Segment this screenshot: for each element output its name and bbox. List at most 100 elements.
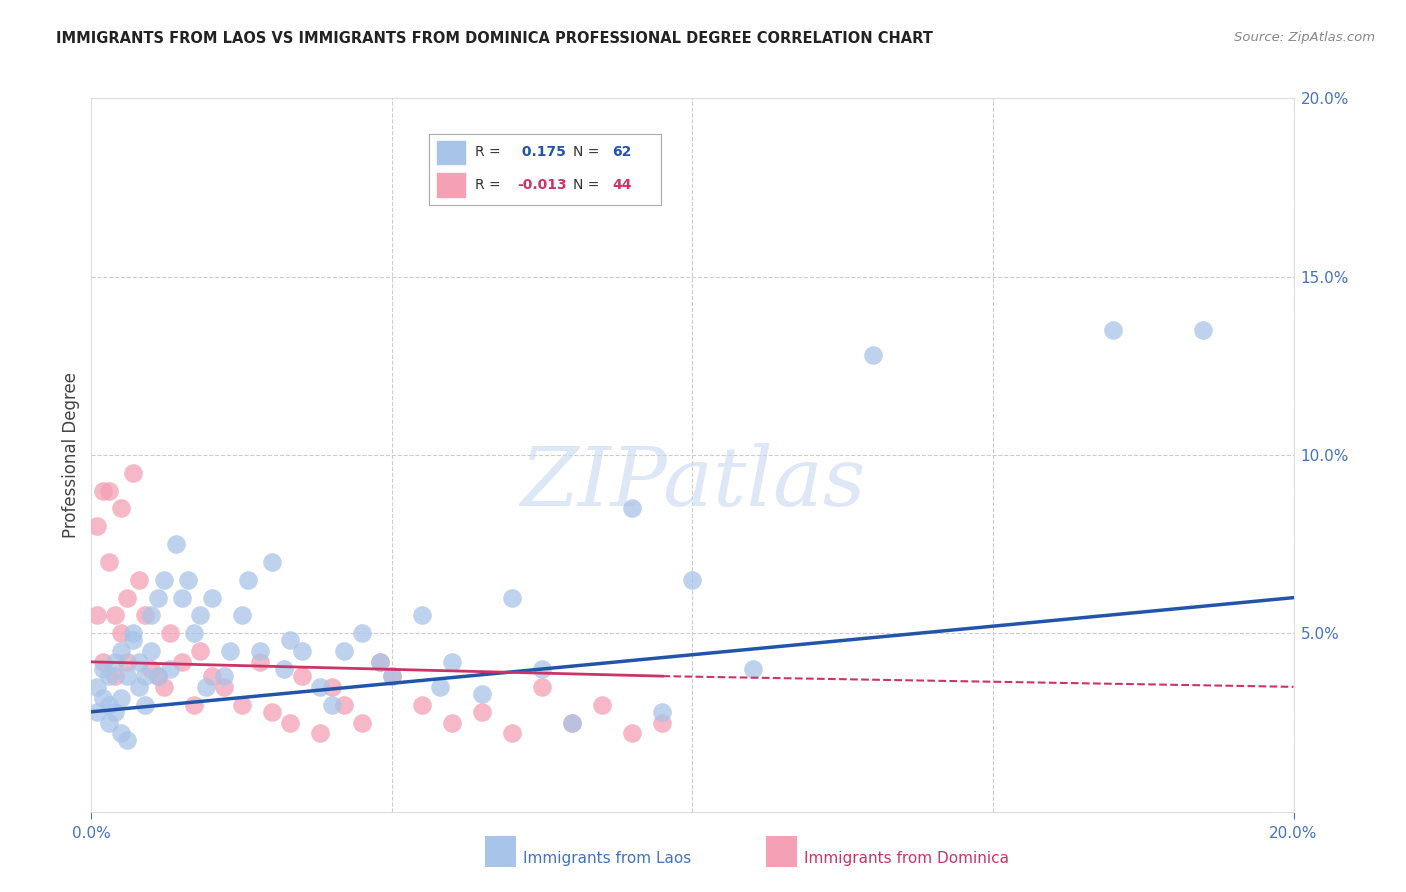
Point <box>122 633 145 648</box>
Point <box>591 698 613 712</box>
Point <box>93 483 115 498</box>
Point <box>141 662 163 676</box>
Text: IMMIGRANTS FROM LAOS VS IMMIGRANTS FROM DOMINICA PROFESSIONAL DEGREE CORRELATION: IMMIGRANTS FROM LAOS VS IMMIGRANTS FROM … <box>56 31 934 46</box>
Point <box>681 573 703 587</box>
Point <box>231 608 253 623</box>
Point <box>141 644 163 658</box>
Point <box>278 633 301 648</box>
Text: 44: 44 <box>612 178 631 192</box>
Point <box>170 591 193 605</box>
Point <box>212 680 235 694</box>
Point <box>98 669 121 683</box>
Point <box>117 669 139 683</box>
Point <box>333 698 356 712</box>
Point <box>98 555 121 569</box>
Point <box>501 591 523 605</box>
Text: N =: N = <box>572 145 599 160</box>
Point <box>368 655 391 669</box>
Point <box>122 466 145 480</box>
Point <box>561 715 583 730</box>
Point <box>122 626 145 640</box>
Point <box>429 680 451 694</box>
Point <box>165 537 187 551</box>
Point <box>86 608 108 623</box>
Point <box>134 698 156 712</box>
Point <box>862 348 884 362</box>
Point <box>333 644 356 658</box>
Point <box>152 680 174 694</box>
Point <box>104 655 127 669</box>
Point <box>134 669 156 683</box>
Point <box>93 662 115 676</box>
Point <box>170 655 193 669</box>
Point <box>471 705 494 719</box>
Point <box>146 591 169 605</box>
Point <box>381 669 404 683</box>
Point <box>98 698 121 712</box>
Point <box>291 644 314 658</box>
Point <box>381 669 404 683</box>
Point <box>134 608 156 623</box>
Point <box>308 680 330 694</box>
Bar <box>436 139 465 165</box>
Point <box>236 573 259 587</box>
Point <box>110 726 132 740</box>
Point <box>273 662 295 676</box>
Point <box>368 655 391 669</box>
Point <box>1192 323 1215 337</box>
Y-axis label: Professional Degree: Professional Degree <box>62 372 80 538</box>
Point <box>128 655 150 669</box>
Point <box>146 669 169 683</box>
Point <box>201 669 224 683</box>
Point <box>501 726 523 740</box>
Point <box>621 726 644 740</box>
Point <box>278 715 301 730</box>
Point <box>159 626 181 640</box>
Point <box>321 698 343 712</box>
Point <box>741 662 763 676</box>
Point <box>440 655 463 669</box>
Point <box>291 669 314 683</box>
Point <box>651 705 673 719</box>
Point <box>440 715 463 730</box>
Point <box>531 680 554 694</box>
Text: 0.175: 0.175 <box>517 145 565 160</box>
Text: Source: ZipAtlas.com: Source: ZipAtlas.com <box>1234 31 1375 45</box>
Point <box>110 644 132 658</box>
Point <box>411 608 433 623</box>
Point <box>117 591 139 605</box>
Text: ZIPatlas: ZIPatlas <box>520 443 865 524</box>
Point <box>321 680 343 694</box>
Point <box>98 483 121 498</box>
Point <box>308 726 330 740</box>
Text: 62: 62 <box>612 145 631 160</box>
Point <box>183 626 205 640</box>
Point <box>212 669 235 683</box>
Point <box>86 705 108 719</box>
Point <box>110 501 132 516</box>
Point <box>176 573 198 587</box>
Point <box>621 501 644 516</box>
Point <box>471 687 494 701</box>
Text: -0.013: -0.013 <box>517 178 567 192</box>
Point <box>231 698 253 712</box>
Bar <box>436 172 465 198</box>
Point <box>411 698 433 712</box>
Point <box>146 669 169 683</box>
Point <box>260 555 283 569</box>
Point <box>86 680 108 694</box>
Point <box>128 573 150 587</box>
Point <box>218 644 240 658</box>
Point <box>93 690 115 705</box>
Point <box>98 715 121 730</box>
Point <box>152 573 174 587</box>
Point <box>561 715 583 730</box>
Point <box>350 715 373 730</box>
Point <box>194 680 217 694</box>
Point <box>117 655 139 669</box>
Point <box>1102 323 1125 337</box>
Point <box>110 626 132 640</box>
Point <box>188 644 211 658</box>
Text: Immigrants from Laos: Immigrants from Laos <box>523 851 692 865</box>
Point <box>350 626 373 640</box>
